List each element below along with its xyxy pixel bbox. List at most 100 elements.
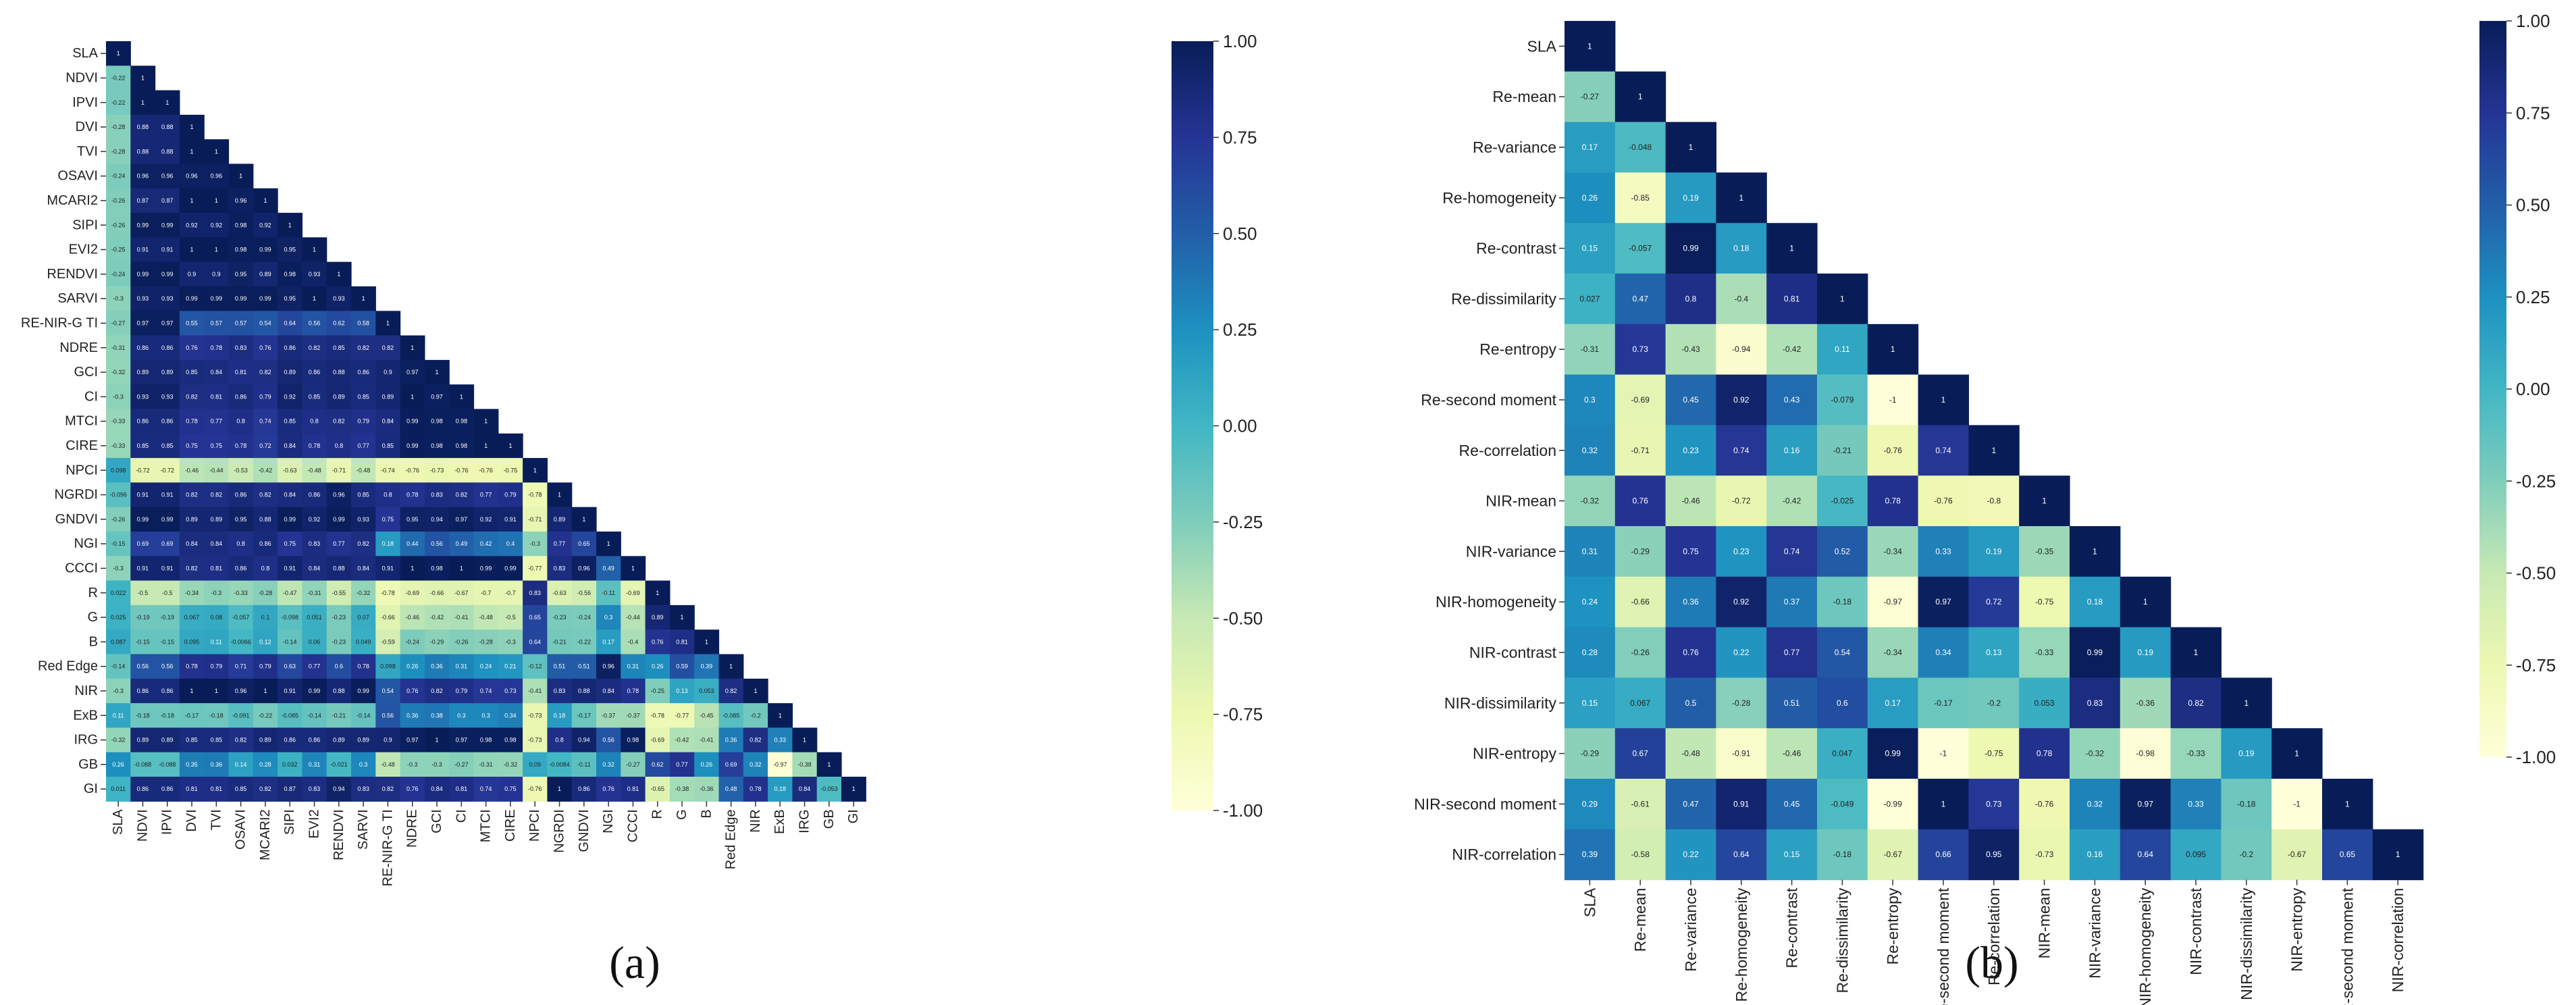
b-cell-value: -0.67 [2288, 850, 2307, 859]
a-cell [694, 703, 720, 728]
a-cell [351, 359, 376, 385]
a-cell [351, 604, 376, 630]
a-cell-value: 0.84 [602, 688, 614, 694]
a-cell-value: -0.18 [209, 712, 224, 719]
a-cell [155, 727, 180, 753]
a-cell-value: 0.8 [236, 418, 245, 425]
a-cell [498, 433, 523, 459]
b-cell-value: 0.3 [1584, 395, 1596, 405]
a-cell [326, 777, 352, 802]
b-cell-value: 1 [1587, 41, 1592, 51]
a-cell-value: 0.98 [431, 442, 443, 449]
a-cell-value: -0.26 [454, 638, 469, 645]
a-cell [204, 433, 230, 459]
a-cell-value: 0.96 [211, 173, 223, 180]
a-cell [326, 507, 352, 532]
b-cell-value: 0.095 [2186, 850, 2206, 859]
a-cell [228, 727, 254, 753]
a-cell-value: 0.84 [799, 785, 811, 792]
b-cell-value: 0.78 [2036, 749, 2053, 758]
a-cell-value: 0.91 [137, 247, 149, 253]
a-cell-value: 0.83 [529, 590, 541, 596]
a-cell-value: 0.56 [602, 737, 614, 744]
a-cell-value: 1 [190, 688, 194, 694]
a-cell-value: 1 [411, 565, 414, 571]
a-cell [596, 556, 621, 582]
a-cell [400, 482, 425, 508]
a-cell [547, 580, 573, 606]
b-cell-value: -0.43 [1681, 344, 1700, 354]
a-cell-value: 0.65 [529, 614, 541, 621]
b-cell-value: 0.43 [1784, 395, 1800, 405]
a-cell [351, 286, 376, 311]
a-cell-value: -0.76 [405, 467, 419, 473]
a-cell [351, 482, 376, 508]
b-cell-value: -0.91 [1732, 749, 1751, 758]
a-cell-value: 1 [411, 344, 414, 351]
a-cell-value: 0.86 [309, 737, 321, 744]
b-x-tick-label: SLA [1581, 887, 1598, 917]
a-cell-value: 0.26 [652, 663, 664, 670]
a-cell-value: 0.49 [456, 540, 468, 547]
a-cell [449, 752, 475, 777]
a-cell [743, 703, 768, 728]
a-cell [106, 213, 131, 238]
a-cell [228, 384, 254, 410]
a-cell-value: 0.56 [161, 663, 174, 670]
b-cell-value: -0.67 [1884, 850, 1903, 859]
a-cell-value: 0.8 [555, 737, 564, 744]
a-cell [400, 678, 425, 704]
a-cell [253, 335, 278, 361]
a-cell-value: 0.89 [259, 737, 271, 744]
a-cell [155, 311, 180, 336]
a-cell-value: 0.82 [431, 688, 443, 694]
a-cell [228, 532, 254, 557]
a-cell-value: 0.77 [676, 761, 688, 768]
a-x-tick-label: NGRDI [552, 809, 567, 852]
a-cell-value: 0.96 [137, 173, 149, 180]
a-cell-value: 0.98 [456, 418, 468, 425]
a-cell [621, 678, 646, 704]
a-cell [253, 532, 278, 557]
a-cell [375, 409, 401, 434]
a-cell-value: 1 [436, 737, 439, 744]
b-colorbar-tick-label: -0.75 [2516, 655, 2556, 675]
b-x-tick-label: Re-mean [1631, 888, 1649, 952]
b-cell-value: -0.58 [1631, 850, 1650, 859]
a-cell [498, 752, 523, 777]
a-cell-value: 1 [484, 418, 488, 425]
a-cell [106, 532, 131, 557]
a-cell [571, 752, 597, 777]
a-cell [523, 777, 548, 802]
a-cell [375, 678, 401, 704]
b-cell-value: -0.025 [1831, 496, 1854, 506]
b-y-tick-label: Re-contrast [1476, 240, 1556, 257]
a-cell-value: 0.76 [259, 344, 271, 351]
b-cell [1565, 172, 1616, 224]
a-cell [351, 311, 376, 336]
a-cell [278, 409, 303, 434]
a-cell [130, 433, 156, 459]
a-cell [449, 654, 475, 679]
a-cell-value: 0.76 [406, 785, 419, 792]
b-cell-value: 0.92 [1733, 395, 1750, 405]
a-cell [130, 66, 156, 91]
a-cell-value: 0.94 [578, 737, 590, 744]
a-cell-value: 0.88 [333, 688, 345, 694]
a-cell [179, 777, 205, 802]
a-cell-value: -0.46 [185, 467, 199, 473]
a-cell [106, 359, 131, 385]
a-cell-value: 0.81 [186, 785, 198, 792]
a-cell [424, 433, 450, 459]
a-cell-value: 1 [852, 785, 856, 792]
a-cell [768, 703, 793, 728]
a-cell [351, 556, 376, 582]
a-cell [547, 532, 573, 557]
a-cell-value: -0.37 [626, 712, 640, 719]
a-cell-value: -0.15 [160, 638, 174, 645]
b-y-tick-label: Re-dissimilarity [1451, 290, 1556, 307]
a-cell [596, 654, 621, 679]
a-cell [498, 556, 523, 582]
a-cell-value: 0.78 [406, 492, 419, 498]
a-cell [106, 482, 131, 508]
